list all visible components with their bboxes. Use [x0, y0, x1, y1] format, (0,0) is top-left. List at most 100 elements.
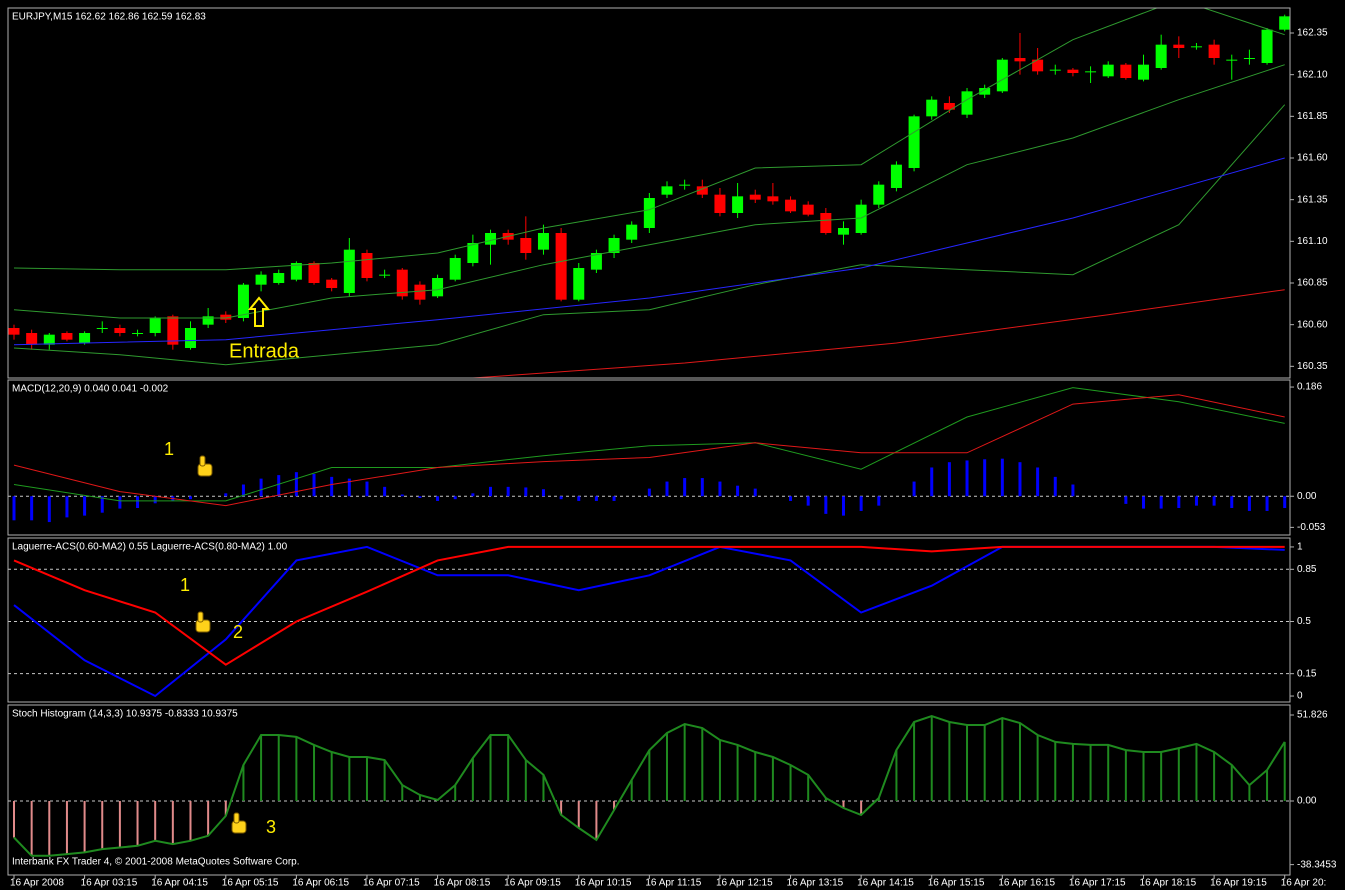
histogram-bar — [1124, 750, 1127, 801]
candle-body — [608, 238, 620, 253]
histogram-bar — [1194, 496, 1198, 506]
histogram-bar — [30, 800, 33, 856]
histogram-bar — [1230, 764, 1233, 801]
histogram-bar — [1089, 744, 1092, 801]
panel-title: EURJPY,M15 162.62 162.86 162.59 162.83 — [12, 12, 206, 23]
histogram-bar — [983, 459, 987, 497]
x-tick-label: 16 Apr 09:15 — [504, 878, 561, 889]
histogram-bar — [1160, 752, 1163, 801]
candle-body — [1014, 58, 1026, 62]
panel-title: Laguerre-ACS(0.60-MA2) 0.55 Laguerre-ACS… — [12, 542, 288, 553]
y-tick-label: -38.3453 — [1297, 859, 1337, 870]
histogram-bar — [507, 734, 510, 801]
candle-body — [714, 194, 726, 213]
x-tick-label: 16 Apr 11:15 — [645, 878, 701, 889]
histogram-bar — [1266, 769, 1269, 801]
panel — [8, 714, 1290, 857]
indicator-line — [13, 394, 1285, 507]
histogram-bar — [541, 489, 545, 497]
y-tick-label: 160.35 — [1297, 361, 1328, 372]
histogram-bar — [736, 485, 740, 497]
candle-body — [749, 194, 761, 200]
panel-border — [7, 379, 1291, 536]
candle-body — [1279, 16, 1290, 30]
histogram-bar — [1213, 752, 1216, 801]
candle-body — [1155, 44, 1167, 68]
histogram-bar — [365, 481, 369, 497]
histogram-line — [13, 714, 1286, 857]
x-tick-label: 16 Apr 08:15 — [434, 878, 491, 889]
candle-body — [626, 224, 638, 240]
histogram-bar — [224, 800, 227, 816]
candle-body — [43, 334, 55, 345]
x-tick-label: 16 Apr 14:15 — [857, 878, 914, 889]
candle-body — [184, 328, 196, 348]
thumb-icon — [231, 812, 247, 834]
histogram-bar — [1018, 723, 1021, 801]
histogram-bar — [13, 800, 16, 838]
histogram-bar — [1071, 484, 1075, 497]
candle-body — [555, 233, 567, 300]
histogram-bar — [65, 496, 69, 518]
y-tick-label: -0.053 — [1297, 522, 1326, 533]
thumb-icon — [195, 611, 211, 633]
x-tick-label: 16 Apr 17:15 — [1069, 878, 1126, 889]
histogram-bar — [188, 496, 192, 500]
histogram-bar — [754, 752, 757, 801]
histogram-bar — [259, 478, 263, 497]
histogram-bar — [330, 752, 333, 801]
candle-body — [1226, 59, 1238, 61]
candle-body — [26, 333, 38, 345]
candle-body — [220, 314, 232, 320]
panel-border — [7, 537, 1291, 703]
histogram-bar — [648, 750, 651, 801]
candle-body — [290, 263, 302, 280]
y-tick-label: 0.186 — [1297, 382, 1322, 393]
histogram-bar — [453, 496, 457, 500]
histogram-bar — [594, 496, 598, 501]
histogram-bar — [471, 493, 475, 497]
annotation: Entrada — [229, 340, 300, 362]
histogram-bar — [577, 496, 581, 501]
y-tick-label: 162.10 — [1297, 69, 1328, 80]
annotation: 1 — [180, 575, 190, 595]
candle-body — [537, 233, 549, 250]
candle-body — [61, 333, 73, 340]
histogram-bar — [613, 800, 616, 810]
histogram-bar — [224, 493, 228, 497]
panel — [8, 8, 1290, 378]
y-tick-label: 161.35 — [1297, 194, 1328, 205]
panel — [8, 545, 1290, 698]
candle-body — [8, 328, 20, 335]
histogram-bar — [400, 494, 404, 497]
indicator-line — [13, 104, 1286, 366]
histogram-bar — [666, 732, 669, 801]
histogram-bar — [718, 739, 721, 801]
histogram-bar — [542, 774, 545, 801]
candle-body — [1032, 59, 1044, 72]
candle-body — [855, 204, 867, 233]
histogram-bar — [154, 800, 157, 841]
histogram-bar — [966, 724, 969, 801]
histogram-bar — [736, 744, 739, 801]
histogram-bar — [701, 727, 704, 801]
histogram-bar — [1071, 743, 1074, 801]
histogram-bar — [948, 722, 951, 801]
candle-body — [1120, 64, 1132, 78]
histogram-bar — [383, 760, 386, 801]
y-tick-label: 0.00 — [1297, 796, 1317, 807]
histogram-bar — [806, 496, 810, 506]
histogram-bar — [1001, 718, 1004, 801]
candle-body — [785, 199, 797, 212]
histogram-bar — [136, 496, 140, 508]
x-tick-label: 16 Apr 20: — [1281, 878, 1327, 889]
histogram-bar — [83, 496, 87, 516]
candle-body — [485, 233, 497, 245]
indicator-line — [13, 387, 1285, 502]
candle-body — [767, 196, 779, 202]
candle-body — [308, 263, 320, 283]
candle-body — [1085, 71, 1097, 73]
y-tick-label: 51.826 — [1297, 710, 1328, 721]
panel-title: Stoch Histogram (14,3,3) 10.9375 -0.8333… — [12, 709, 238, 720]
histogram-bar — [1036, 467, 1040, 497]
